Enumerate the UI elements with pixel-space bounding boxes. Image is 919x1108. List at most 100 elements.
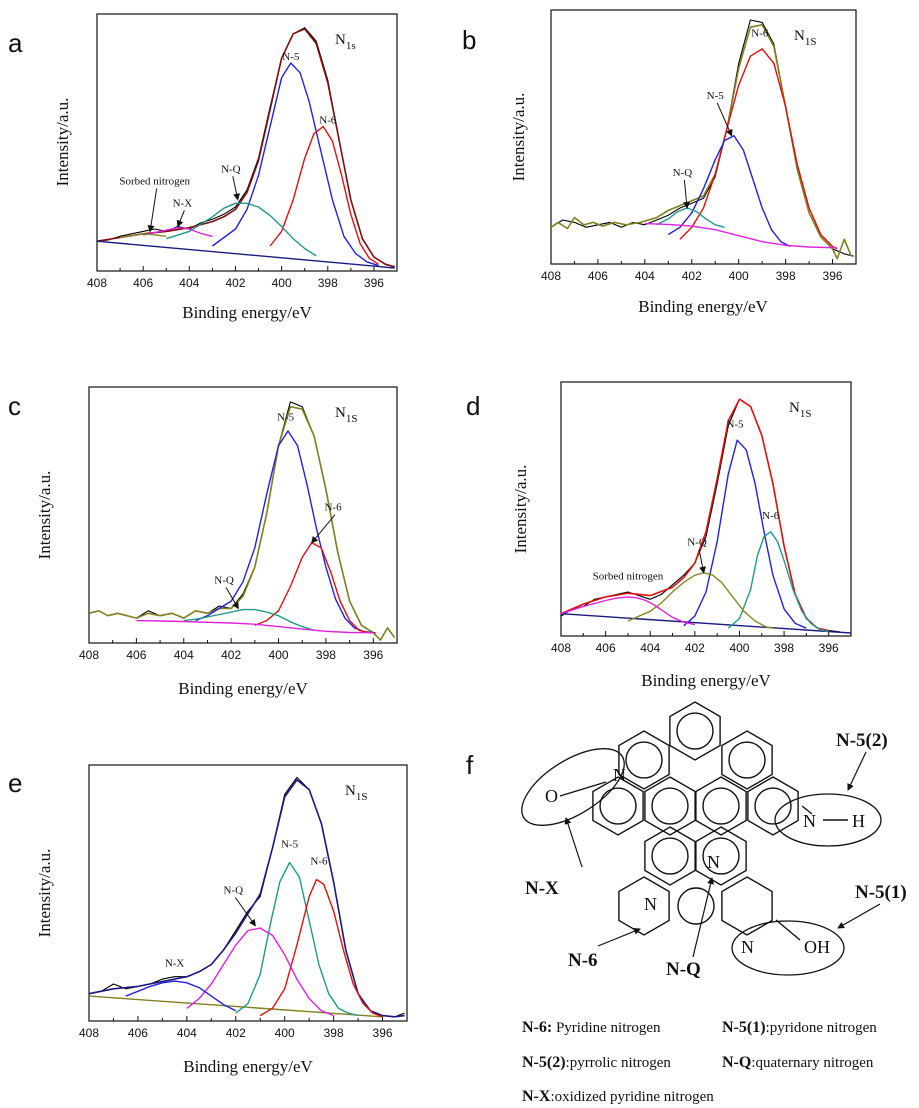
- peak-annotation: N-5: [726, 419, 744, 431]
- x-tick-label: 404: [640, 641, 660, 655]
- peak-annotation: N-6: [310, 855, 328, 867]
- ring-1: [618, 730, 670, 790]
- x-tick-label: 404: [177, 1026, 197, 1040]
- x-tick-label: 406: [133, 276, 153, 290]
- x-tick-label: 400: [729, 269, 749, 283]
- x-tick-label: 408: [551, 641, 571, 655]
- x-tick-label: 404: [179, 276, 199, 290]
- x-axis-label: Binding energy/eV: [641, 671, 771, 690]
- aromatic-circle-lower: [677, 887, 715, 925]
- annotation-arrow: [683, 180, 690, 209]
- series-n-x: [143, 226, 213, 237]
- panel-c: c 408 406 404 402 400 398 396 Binding energy/eV I…: [8, 386, 398, 698]
- x-tick-label: 400: [275, 1026, 295, 1040]
- xps-panels: a 408 406 404 402 400 398 396 Binding energy/eV I…: [8, 9, 857, 1076]
- species-legend: N-6: Pyridine nitrogen N-5(1):pyridone n…: [522, 1019, 877, 1105]
- series-raw: [136, 401, 374, 634]
- spectrum-title-sub: 1S: [805, 36, 817, 48]
- x-tick-label: 400: [729, 641, 749, 655]
- legend-item-n6: N-6: Pyridine nitrogen: [522, 1019, 661, 1036]
- ring-3: [721, 730, 773, 790]
- x-tick-label: 396: [819, 641, 839, 655]
- spectrum-title-main: N: [794, 28, 805, 44]
- series-baseline: [96, 240, 395, 269]
- x-tick-label: 404: [635, 269, 655, 283]
- plot-frame: [88, 386, 398, 644]
- bond-c-oh: [775, 919, 801, 941]
- series-n-6: [269, 125, 379, 265]
- series-n-q: [186, 927, 334, 1017]
- x-tick-label: 408: [79, 1026, 99, 1040]
- x-tick-label: 402: [225, 276, 245, 290]
- x-tick-label: 406: [128, 1026, 148, 1040]
- panel-a: a 408 406 404 402 400 398 396 Binding energy/eV I…: [8, 13, 398, 322]
- aromatic-circle-4: [599, 787, 637, 825]
- panel-letter: a: [8, 28, 23, 58]
- ring-7: [747, 776, 799, 836]
- y-axis-label: Intensity/a.u.: [35, 471, 54, 560]
- plot-frame: [96, 13, 398, 272]
- series-n-5: [667, 134, 791, 248]
- series-envelope: [88, 779, 405, 1018]
- series-n-q: [656, 207, 725, 228]
- annotation-arrow: [232, 176, 240, 201]
- series-envelope: [96, 28, 395, 268]
- aromatic-circle-9: [702, 837, 740, 875]
- peak-annotation: N-6: [324, 502, 342, 514]
- bond-ring-n: [801, 805, 813, 815]
- x-tick-label: 402: [221, 648, 241, 662]
- x-tick-label: 400: [272, 276, 292, 290]
- x-tick-label: 406: [126, 648, 146, 662]
- x-axis-label: Binding energy/eV: [178, 679, 308, 698]
- y-axis-label: Intensity/a.u.: [511, 465, 530, 554]
- annotation-arrow: [225, 587, 239, 610]
- series-n-6: [254, 542, 376, 634]
- peak-annotation: N-X: [165, 957, 185, 969]
- peak-annotation: N-Q: [673, 167, 693, 179]
- annotation-arrow: [176, 210, 185, 228]
- x-tick-label: 396: [373, 1026, 393, 1040]
- spectrum-title-sub: 1S: [356, 791, 368, 803]
- series-n-6: [727, 531, 829, 633]
- callout-arrows: [564, 751, 881, 958]
- spectrum-title-sub: 1s: [346, 40, 356, 52]
- atom-n-oxidized: N: [613, 765, 626, 785]
- spectrum-title-main: N: [335, 32, 346, 48]
- x-tick-label: 408: [87, 276, 107, 290]
- series-raw: [88, 776, 405, 1018]
- x-tick-label: 408: [79, 648, 99, 662]
- series-n-q: [165, 202, 317, 257]
- spectrum-title-main: N: [335, 405, 346, 421]
- x-tick-label: 402: [226, 1026, 246, 1040]
- peak-annotation: N-5: [282, 51, 300, 63]
- series-envelope: [560, 398, 829, 632]
- plot-frame: [550, 9, 857, 265]
- x-axis-label: Binding energy/eV: [183, 1057, 313, 1076]
- spectrum-title-main: N: [345, 783, 356, 799]
- aromatic-circle-5: [651, 787, 689, 825]
- legend-item-n5-2: N-5(2):pyrrolic nitrogen: [522, 1054, 671, 1071]
- ring-pyridine: [618, 876, 670, 936]
- x-tick-label: 396: [823, 269, 843, 283]
- legend-item-n5-1: N-5(1):pyridone nitrogen: [722, 1019, 877, 1036]
- series-n-q: [627, 572, 774, 629]
- x-tick-label: 402: [682, 269, 702, 283]
- ring-5: [644, 776, 696, 836]
- series-n-6: [679, 48, 838, 250]
- spectrum-title: N1S: [335, 405, 357, 425]
- nitrogen-species-diagram: f N O N H N N N OH N-5(2) N-X N-5(1) N-6…: [466, 701, 907, 1105]
- peak-annotation: N-6: [762, 510, 780, 522]
- y-axis-label: Intensity/a.u.: [509, 93, 528, 182]
- peak-annotation: N-5: [277, 412, 295, 424]
- arrow-n6: [597, 928, 641, 947]
- x-tick-label: 398: [316, 648, 336, 662]
- x-tick-label: 398: [774, 641, 794, 655]
- annotation-arrow: [698, 549, 707, 574]
- series-envelope: [550, 23, 853, 260]
- peak-annotation: N-Q: [214, 575, 234, 587]
- legend-item-nx: N-X:oxidized pyridine nitrogen: [522, 1088, 714, 1105]
- x-tick-label: 398: [324, 1026, 344, 1040]
- series-n-5: [211, 62, 379, 267]
- spectrum-title: N1S: [345, 783, 367, 803]
